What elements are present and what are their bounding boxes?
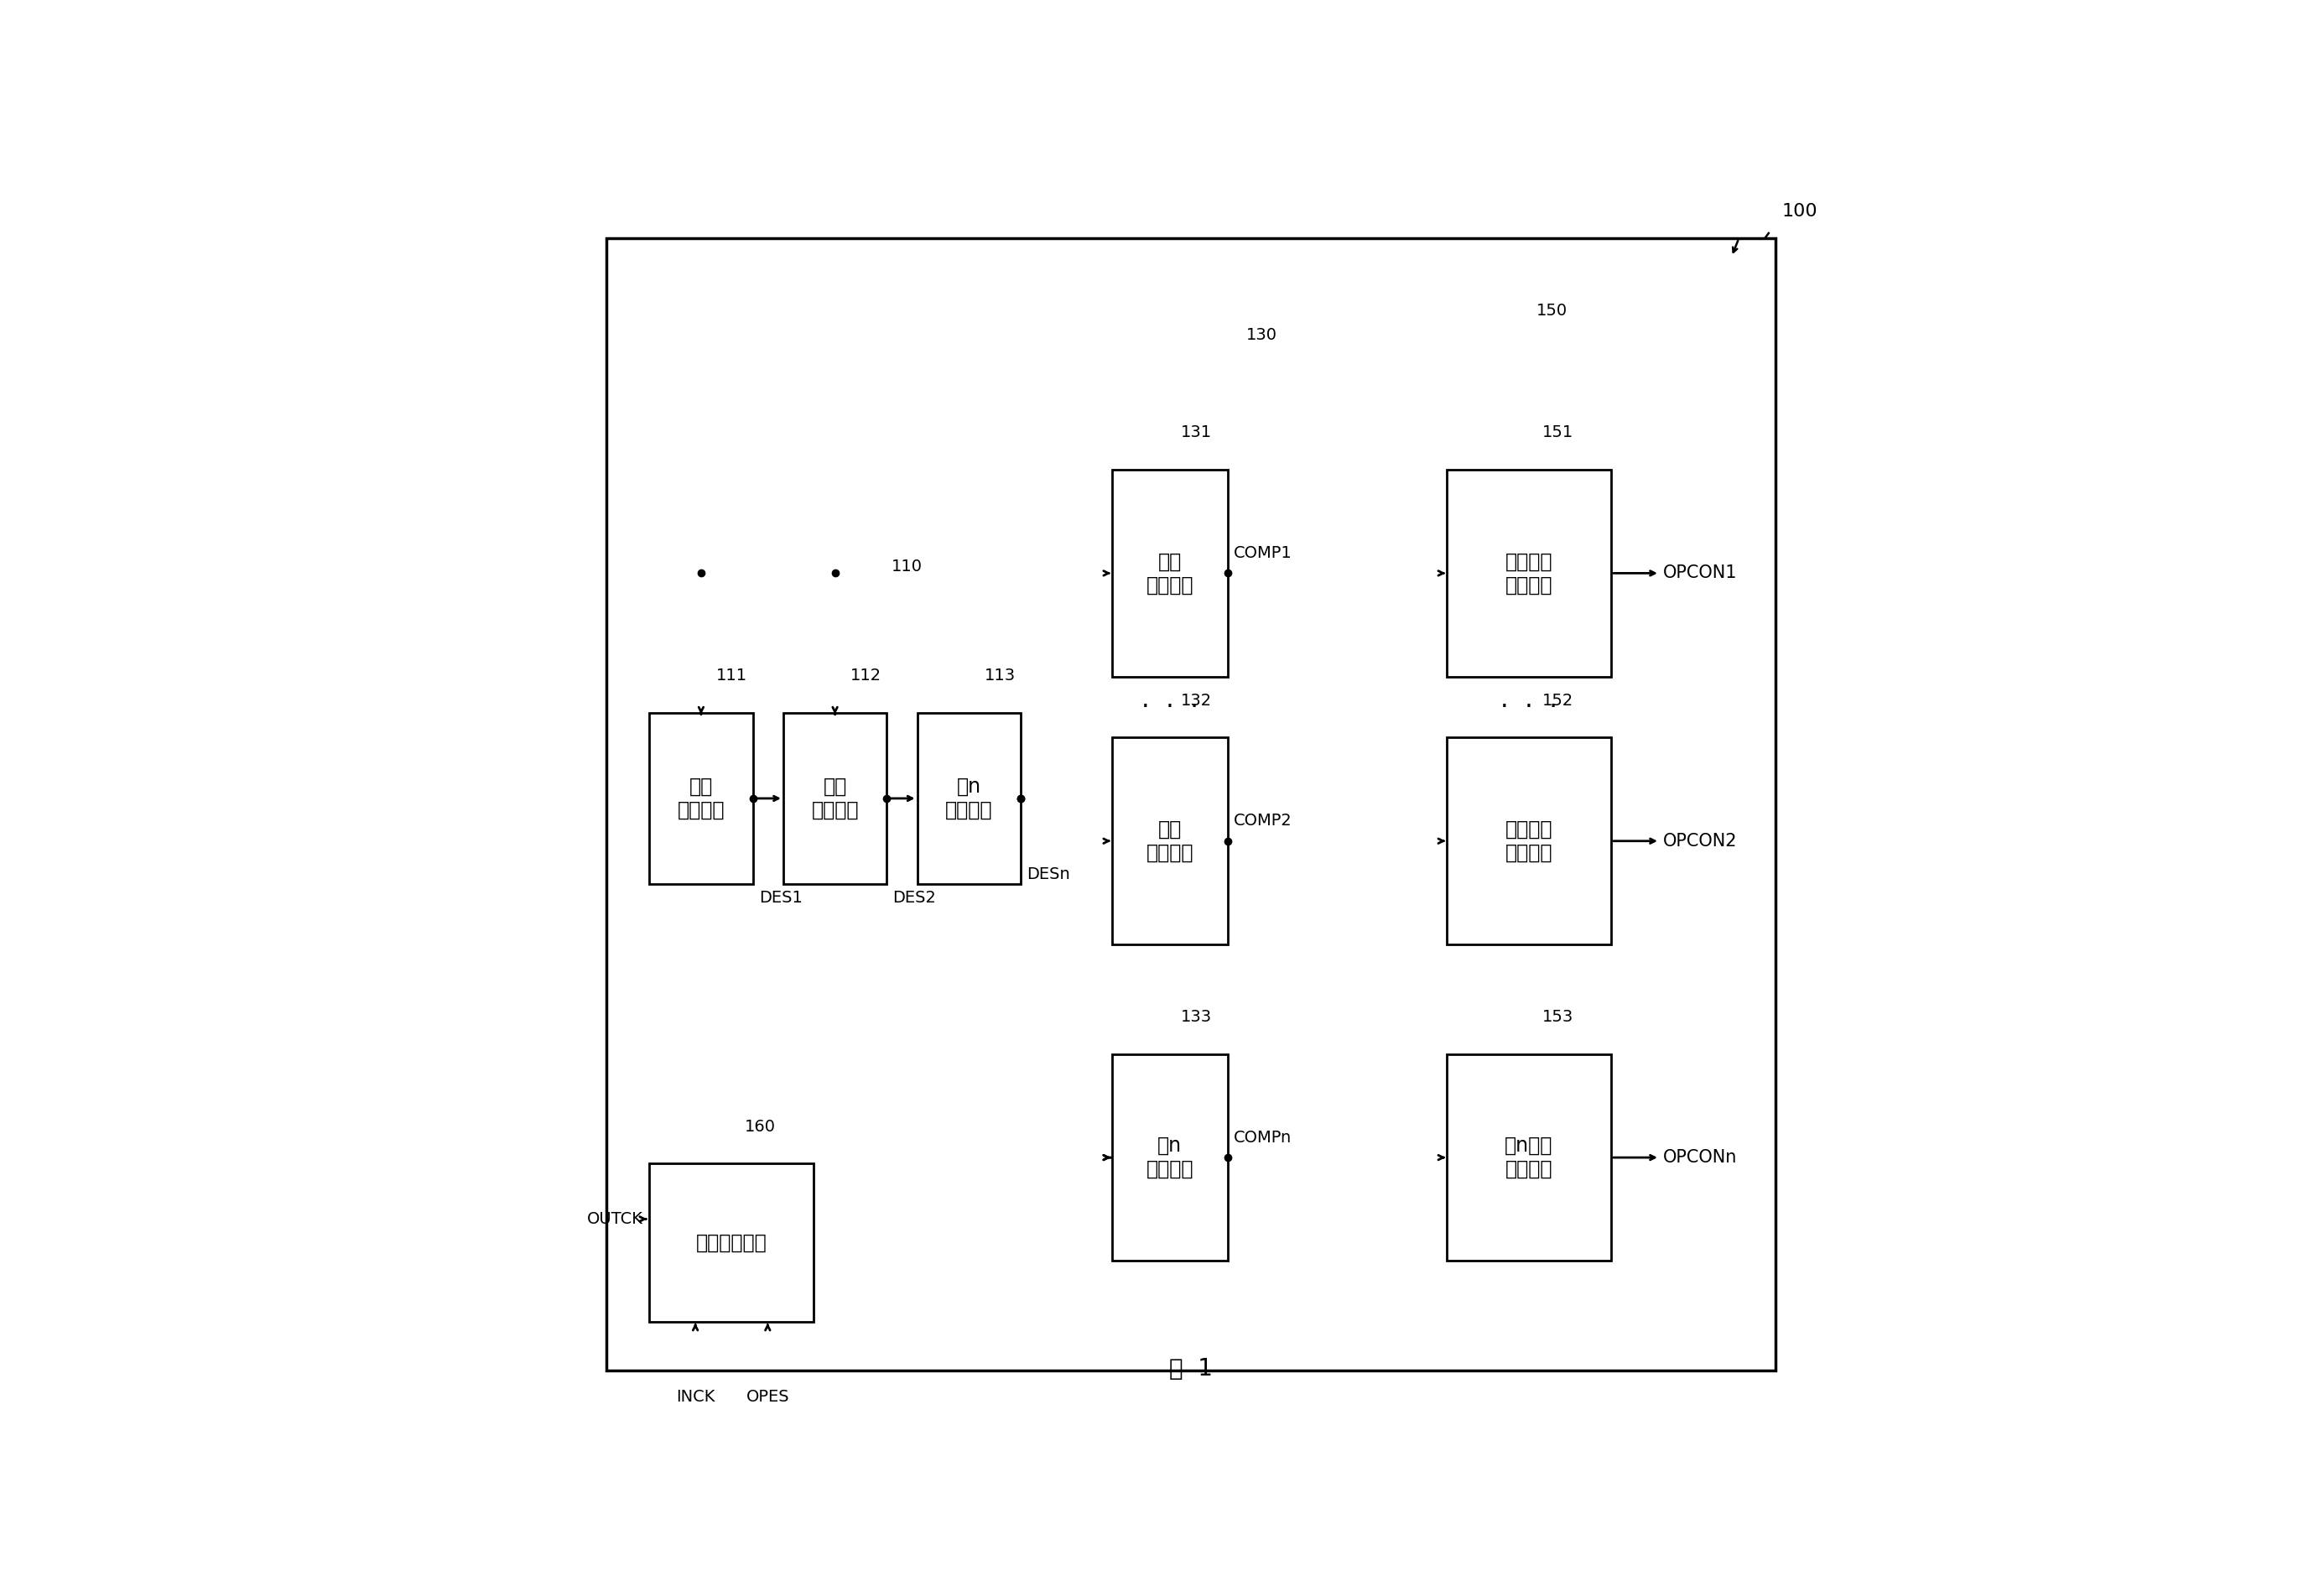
Text: 131: 131 — [1181, 425, 1211, 441]
Text: 操作确定部分: 操作确定部分 — [695, 1233, 767, 1252]
Bar — [1446, 1055, 1611, 1262]
Text: OPES: OPES — [746, 1388, 790, 1406]
Text: 第n操作
控制部分: 第n操作 控制部分 — [1506, 1135, 1552, 1179]
Bar — [1095, 372, 1362, 1309]
Bar — [1446, 737, 1611, 944]
Text: 150: 150 — [1536, 304, 1569, 319]
Text: 图  1: 图 1 — [1169, 1356, 1213, 1380]
Text: COMP1: COMP1 — [1234, 545, 1292, 561]
Bar — [648, 713, 753, 884]
Text: 第一
比较装置: 第一 比较装置 — [1146, 552, 1195, 594]
Bar — [1111, 737, 1227, 944]
Bar — [1111, 1055, 1227, 1262]
Bar — [1446, 470, 1611, 677]
Bar — [1411, 348, 1715, 1358]
Bar — [648, 1164, 813, 1322]
Bar — [783, 713, 888, 884]
Text: 160: 160 — [744, 1118, 776, 1135]
Bar — [632, 604, 1057, 1066]
Text: 第二
延时设备: 第二 延时设备 — [811, 776, 858, 821]
Text: 100: 100 — [1783, 204, 1817, 220]
Text: DES1: DES1 — [760, 890, 802, 906]
Bar — [1111, 470, 1227, 677]
Text: 133: 133 — [1181, 1009, 1211, 1024]
Text: COMPn: COMPn — [1234, 1129, 1292, 1145]
Text: 132: 132 — [1181, 692, 1211, 708]
Bar — [918, 713, 1020, 884]
Text: DES2: DES2 — [892, 890, 937, 906]
Text: OPCON2: OPCON2 — [1664, 833, 1738, 849]
Text: ·  ·  ·: · · · — [1141, 696, 1199, 719]
Text: OUTCK: OUTCK — [588, 1211, 644, 1227]
Text: 111: 111 — [716, 669, 748, 685]
Text: 153: 153 — [1541, 1009, 1573, 1024]
Text: ·  ·  ·: · · · — [1501, 696, 1557, 719]
Text: 110: 110 — [892, 558, 923, 574]
Text: 第一操作
控制部分: 第一操作 控制部分 — [1506, 552, 1552, 594]
Text: COMP2: COMP2 — [1234, 813, 1292, 828]
Text: 第二操作
控制部分: 第二操作 控制部分 — [1506, 819, 1552, 863]
Text: 第一
延时设备: 第一 延时设备 — [676, 776, 725, 821]
Text: OPCONn: OPCONn — [1664, 1149, 1738, 1165]
Text: 152: 152 — [1541, 692, 1573, 708]
Text: 130: 130 — [1246, 327, 1276, 343]
Text: INCK: INCK — [676, 1388, 716, 1406]
Text: OPCON1: OPCON1 — [1664, 564, 1738, 582]
Text: DESn: DESn — [1027, 866, 1069, 882]
Text: 151: 151 — [1541, 425, 1573, 441]
Text: 113: 113 — [983, 669, 1016, 685]
Text: 第n
延时设备: 第n 延时设备 — [946, 776, 992, 821]
Text: 112: 112 — [851, 669, 881, 685]
Text: 第n
比较装置: 第n 比较装置 — [1146, 1135, 1195, 1179]
Text: 第二
比较装置: 第二 比较装置 — [1146, 819, 1195, 863]
